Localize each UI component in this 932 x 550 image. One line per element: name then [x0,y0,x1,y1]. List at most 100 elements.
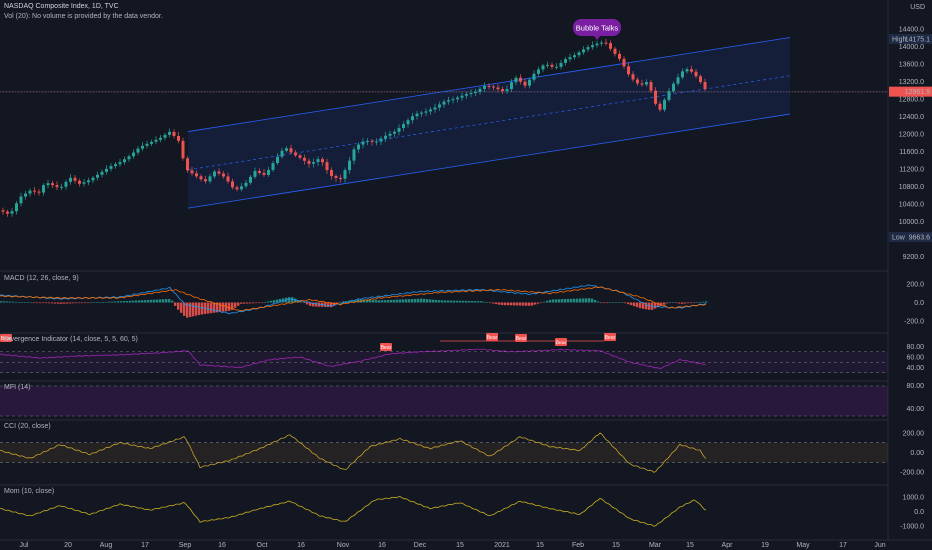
macd-histogram-bar [12,301,15,303]
time-tick: Mar [649,542,662,549]
macd-histogram-bar [33,302,36,304]
macd-histogram-bar [216,302,219,313]
candle-body [591,45,594,48]
macd-histogram-bar [555,299,558,303]
candle-body [154,139,158,142]
macd-histogram-bar [198,302,201,315]
macd-histogram-bar [153,299,156,303]
candle-body [424,111,428,113]
macd-histogram-bar [597,301,600,303]
macd-histogram-bar [657,302,660,308]
candle-body [73,177,77,181]
macd-histogram-bar [627,302,630,305]
macd-histogram-bar [603,302,606,304]
candles: Bubble Talks [1,19,707,217]
candle-body [420,112,423,114]
candle-body [96,174,99,178]
macd-histogram-bar [549,299,552,303]
macd-histogram-bar [483,301,486,303]
macd-histogram-bar [255,302,258,304]
macd-histogram-bar [111,301,114,303]
mom-line [0,495,707,527]
candle-body [474,91,477,94]
candle-body [559,62,563,67]
macd-histogram-bar [135,300,138,303]
macd-histogram-bar [123,301,126,303]
candle-body [195,173,198,177]
candle-body [442,101,446,105]
macd-histogram-bar [462,300,465,303]
macd-histogram-bar [297,300,300,303]
macd-histogram-bar [501,302,504,306]
macd-histogram-bar [81,302,84,304]
macd-histogram-bar [459,300,462,303]
macd-histogram-bar [294,298,297,303]
candle-body [627,66,630,75]
macd-histogram-bar [249,302,252,304]
candle-body [226,176,230,182]
candle-body [402,124,405,129]
high-badge-label: High [892,37,907,44]
candle-body [69,177,72,182]
candle-body [699,76,702,83]
candle-body [15,203,18,212]
annotation-text: Bubble Talks [576,24,619,33]
candle-body [51,183,54,186]
macd-histogram-bar [354,299,357,303]
candle-body [541,65,545,70]
macd-histogram-bar [261,302,264,304]
div-tick: 40.00 [906,365,924,372]
macd-histogram-bar [87,302,90,304]
candle-body [640,83,644,85]
macd-histogram-bar [636,302,639,308]
macd-histogram-bar [63,302,66,304]
macd-histogram-bar [375,300,378,303]
macd-histogram-bar [75,302,78,304]
price-tick: 12000.0 [899,131,924,138]
macd-histogram-bar [432,299,435,303]
channel-lower [187,113,791,209]
cci-label: CCI (20, close) [4,423,51,430]
macd-histogram-bar [264,302,267,303]
candle-body [375,141,378,143]
macd-histogram-bar [282,298,285,303]
candle-body [478,88,482,92]
macd-histogram-bar [39,302,42,304]
macd-histogram-bar [129,300,132,303]
time-tick: 20 [64,542,72,549]
candle-body [523,81,527,86]
candle-body [222,173,225,177]
cci-line [0,432,707,473]
macd-histogram-bar [288,297,291,303]
macd-histogram-bar [411,299,414,303]
candle-body [609,43,612,49]
price-tick: 13200.0 [899,79,924,86]
candle-body [87,180,90,183]
macd-histogram-bar [435,299,438,303]
macd-histogram-bar [540,302,543,304]
candle-body [667,91,671,100]
divergence-label: Divergence Indicator (14, close, 5, 5, 6… [4,336,138,343]
macd-histogram-bar [486,302,489,303]
macd-histogram-bar [402,299,405,303]
candle-body [136,148,140,153]
macd-histogram-bar [132,300,135,303]
candle-body [595,43,599,46]
macd-histogram-bar [621,302,624,303]
macd-histogram-bar [645,302,648,310]
time-tick: 15 [686,542,694,549]
macd-histogram-bar [279,298,282,303]
candle-body [573,55,576,58]
macd-histogram-bar [705,301,708,303]
macd-histogram-bar [273,300,276,303]
macd-histogram-bar [30,302,33,304]
macd-histogram-bar [102,301,105,303]
macd-histogram-bar [579,298,582,303]
macd-histogram-bar [3,301,6,303]
candle-body [397,128,401,132]
macd-histogram-bar [117,301,120,303]
candle-body [303,157,306,161]
candle-body [694,71,698,77]
macd-tick: -200.0 [904,318,924,325]
